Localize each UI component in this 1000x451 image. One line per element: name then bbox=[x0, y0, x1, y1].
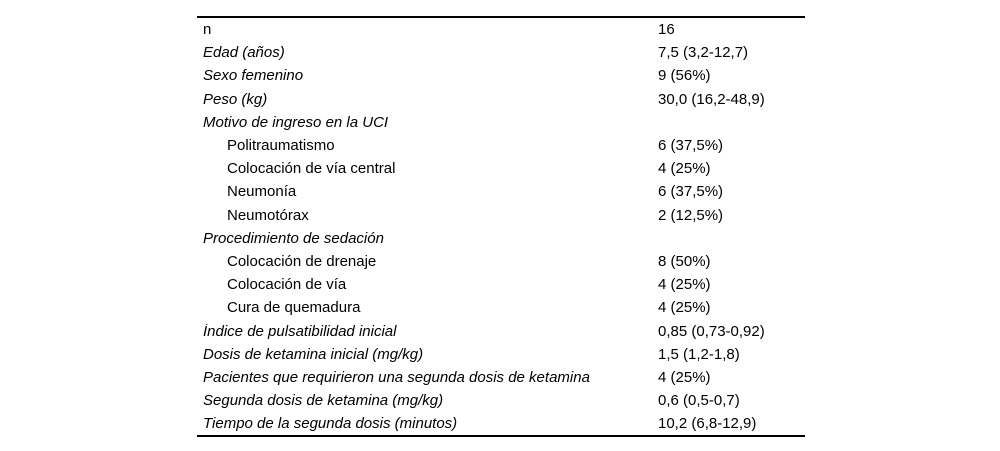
row-label: Índice de pulsatibilidad inicial bbox=[203, 323, 397, 339]
table-row: Edad (años) 7,5 (3,2-12,7) bbox=[197, 41, 805, 64]
row-label: Peso (kg) bbox=[203, 91, 268, 107]
table-row: Segunda dosis de ketamina (mg/kg) 0,6 (0… bbox=[197, 389, 805, 412]
table-row: Dosis de ketamina inicial (mg/kg) 1,5 (1… bbox=[197, 343, 805, 366]
patient-characteristics-table: n 16 Edad (años) 7,5 (3,2-12,7) Sexo fem… bbox=[197, 16, 805, 438]
table-row: Pacientes que requirieron una segunda do… bbox=[197, 366, 805, 389]
row-value: 4 (25%) bbox=[658, 369, 711, 385]
table-row: Motivo de ingreso en la UCI bbox=[197, 111, 805, 134]
row-label: Politraumatismo bbox=[227, 138, 335, 154]
row-value: 6 (37,5%) bbox=[658, 138, 724, 154]
row-value: 2 (12,5%) bbox=[658, 207, 724, 223]
row-label: Colocación de drenaje bbox=[227, 253, 377, 269]
row-label: Sexo femenino bbox=[203, 68, 304, 84]
row-label: Dosis de ketamina inicial (mg/kg) bbox=[203, 346, 424, 362]
table-row: Politraumatismo 6 (37,5%) bbox=[197, 134, 805, 157]
row-value: 4 (25%) bbox=[658, 277, 711, 293]
row-value: 0,85 (0,73-0,92) bbox=[658, 323, 765, 339]
table-row: Cura de quemadura 4 (25%) bbox=[197, 296, 805, 319]
row-value: 9 (56%) bbox=[658, 68, 711, 84]
row-value: 30,0 (16,2-48,9) bbox=[658, 91, 765, 107]
row-label: Colocación de vía bbox=[227, 277, 347, 293]
row-label: Procedimiento de sedación bbox=[203, 230, 384, 246]
table-row: Neumonía 6 (37,5%) bbox=[197, 180, 805, 203]
table-row: Colocación de vía central 4 (25%) bbox=[197, 157, 805, 180]
row-label: Segunda dosis de ketamina (mg/kg) bbox=[203, 393, 444, 409]
row-value: 16 bbox=[658, 22, 675, 38]
table-row: Colocación de drenaje 8 (50%) bbox=[197, 250, 805, 273]
row-label: Tiempo de la segunda dosis (minutos) bbox=[203, 416, 458, 432]
row-value: 7,5 (3,2-12,7) bbox=[658, 45, 749, 61]
table-row: Procedimiento de sedación bbox=[197, 227, 805, 250]
row-value: 0,6 (0,5-0,7) bbox=[658, 393, 740, 409]
row-label: Edad (años) bbox=[203, 45, 285, 61]
row-value: 1,5 (1,2-1,8) bbox=[658, 346, 740, 362]
row-label: Colocación de vía central bbox=[227, 161, 396, 177]
row-label: n bbox=[203, 22, 212, 38]
table-row: n 16 bbox=[197, 18, 805, 41]
table-row: Peso (kg) 30,0 (16,2-48,9) bbox=[197, 88, 805, 111]
table-row: Tiempo de la segunda dosis (minutos) 10,… bbox=[197, 412, 805, 435]
row-label: Motivo de ingreso en la UCI bbox=[203, 114, 389, 130]
table-row: Colocación de vía 4 (25%) bbox=[197, 273, 805, 296]
row-value: 10,2 (6,8-12,9) bbox=[658, 416, 757, 432]
table-row: Neumotórax 2 (12,5%) bbox=[197, 204, 805, 227]
table-row: Índice de pulsatibilidad inicial 0,85 (0… bbox=[197, 319, 805, 342]
row-value: 6 (37,5%) bbox=[658, 184, 724, 200]
row-label: Neumonía bbox=[227, 184, 297, 200]
row-value: 8 (50%) bbox=[658, 253, 711, 269]
row-value: 4 (25%) bbox=[658, 161, 711, 177]
row-label: Pacientes que requirieron una segunda do… bbox=[203, 369, 590, 385]
row-label: Neumotórax bbox=[227, 207, 309, 223]
row-value: 4 (25%) bbox=[658, 300, 711, 316]
row-label: Cura de quemadura bbox=[227, 300, 361, 316]
table-row: Sexo femenino 9 (56%) bbox=[197, 64, 805, 87]
